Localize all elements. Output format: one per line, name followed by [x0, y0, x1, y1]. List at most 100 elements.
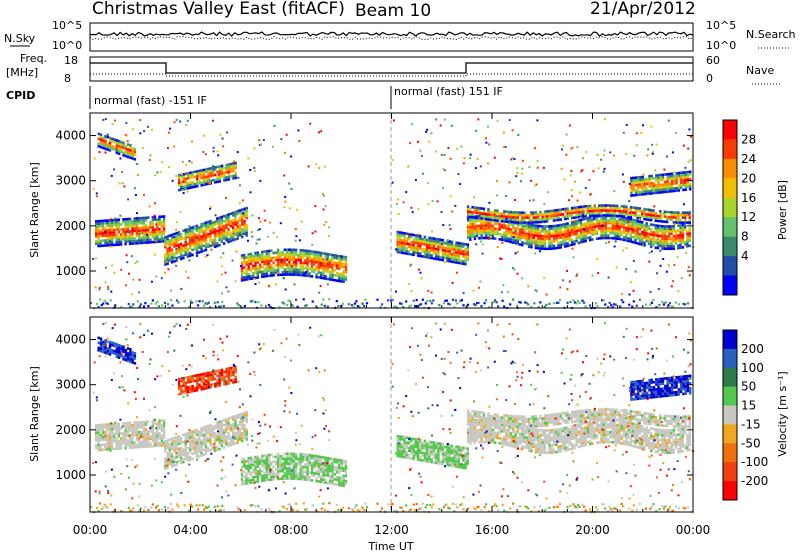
- power-cell: [156, 218, 158, 221]
- power-cell: [646, 183, 648, 186]
- power-cell: [637, 209, 639, 212]
- power-cell: [313, 271, 315, 274]
- power-cell: [561, 168, 563, 170]
- power-cell: [230, 222, 232, 225]
- velocity-cell: [331, 480, 333, 483]
- velocity-cell: [297, 460, 299, 463]
- power-cell: [187, 187, 189, 190]
- power-cell: [161, 238, 163, 241]
- power-cell: [275, 252, 277, 255]
- power-cell: [122, 233, 124, 236]
- power-cell: [521, 168, 523, 170]
- power-cell: [625, 208, 627, 211]
- velocity-cell: [237, 431, 239, 434]
- power-cell: [673, 190, 675, 193]
- power-cell: [417, 244, 419, 247]
- power-cell: [288, 261, 290, 264]
- power-cell: [275, 264, 277, 267]
- velocity-cell: [140, 446, 142, 449]
- power-cell: [569, 234, 571, 237]
- power-cell: [452, 299, 454, 301]
- power-cell: [223, 242, 225, 245]
- power-cell: [537, 213, 539, 216]
- colorbar-swatch: [723, 217, 737, 237]
- velocity-cell: [203, 426, 205, 429]
- power-cell: [533, 236, 535, 239]
- power-cell: [189, 244, 191, 247]
- power-cell: [246, 232, 248, 235]
- power-cell: [327, 253, 329, 256]
- power-cell: [591, 215, 593, 218]
- power-cell: [297, 271, 299, 274]
- power-cell: [689, 185, 691, 188]
- power-cell: [589, 215, 591, 218]
- power-cell: [417, 252, 419, 255]
- power-cell: [182, 249, 184, 252]
- power-cell: [272, 267, 274, 270]
- power-cell: [244, 257, 246, 259]
- power-cell: [612, 227, 614, 230]
- power-cell: [242, 199, 244, 201]
- power-cell: [198, 231, 200, 234]
- power-cell: [96, 195, 98, 197]
- power-cell: [505, 215, 507, 218]
- power-cell: [494, 299, 496, 301]
- power-cell: [107, 148, 109, 151]
- power-cell: [212, 120, 214, 122]
- velocity-cell: [277, 465, 279, 468]
- power-cell: [469, 221, 471, 224]
- velocity-cell: [254, 466, 256, 469]
- power-cell: [604, 150, 606, 152]
- power-cell: [270, 274, 272, 277]
- power-cell: [559, 287, 561, 289]
- power-cell: [664, 247, 666, 250]
- power-cell: [555, 239, 557, 242]
- power-cell: [564, 238, 566, 241]
- power-cell: [111, 231, 113, 234]
- power-cell: [205, 244, 207, 247]
- velocity-cell: [259, 475, 261, 478]
- power-cell: [629, 183, 631, 185]
- power-cell: [575, 235, 577, 238]
- velocity-cell: [293, 470, 295, 473]
- power-cell: [664, 173, 666, 176]
- power-cell: [203, 171, 205, 174]
- power-cell: [198, 182, 200, 185]
- power-cell: [675, 187, 677, 190]
- power-cell: [239, 184, 241, 186]
- power-cell: [675, 232, 677, 235]
- power-cell: [469, 219, 471, 222]
- power-cell: [187, 237, 189, 239]
- power-cell: [426, 239, 428, 242]
- power-cell: [171, 241, 173, 244]
- power-cell: [661, 227, 663, 230]
- power-cell: [614, 220, 616, 223]
- power-cell: [471, 235, 473, 238]
- velocity-cell: [277, 463, 279, 466]
- velocity-cell: [198, 448, 200, 451]
- power-cell: [403, 235, 405, 238]
- velocity-cell: [322, 469, 324, 472]
- power-cell: [376, 299, 378, 301]
- power-cell: [532, 231, 534, 233]
- velocity-cell: [214, 449, 216, 452]
- power-cell: [127, 151, 129, 154]
- velocity-cell: [207, 430, 209, 433]
- power-cell: [274, 125, 276, 127]
- velocity-cell: [293, 467, 295, 470]
- power-cell: [102, 227, 104, 230]
- power-cell: [598, 237, 600, 240]
- velocity-cell: [158, 420, 160, 423]
- power-cell: [493, 214, 495, 216]
- velocity-cell: [302, 461, 304, 464]
- velocity-cell: [104, 446, 106, 449]
- power-cell: [223, 237, 225, 240]
- velocity-cell: [205, 450, 207, 453]
- velocity-cell: [152, 425, 154, 428]
- power-cell: [618, 220, 620, 223]
- nsky-tick-bottom: 10^0: [52, 39, 82, 52]
- power-cell: [102, 239, 104, 242]
- power-cell: [652, 217, 654, 220]
- velocity-cell: [315, 460, 317, 463]
